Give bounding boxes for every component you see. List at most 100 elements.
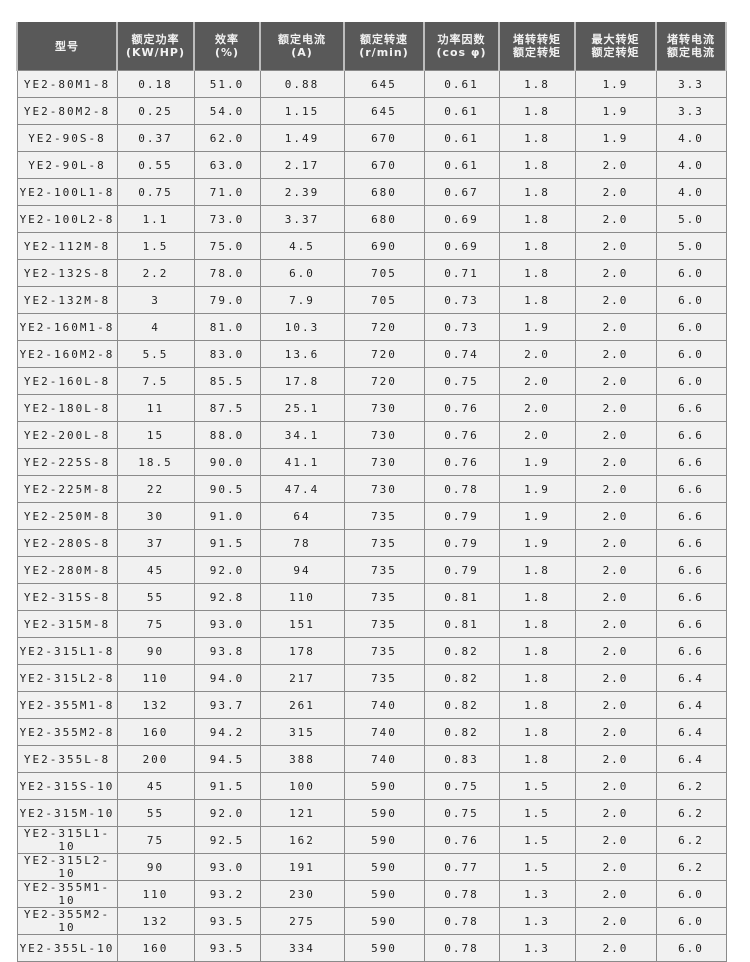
header-line: 额定电流 [278, 33, 326, 46]
table-cell: 735 [343, 637, 425, 665]
table-row: YE2-80M2-8 0.25 54.0 1.15 645 0.61 1.8 1.9 3.3 [16, 97, 727, 125]
table-cell: 0.75 [423, 799, 500, 827]
table-cell: 0.25 [116, 97, 195, 125]
table-cell: 37 [116, 529, 195, 557]
table-cell: 0.75 [423, 367, 500, 395]
table-row: YE2-80M1-8 0.18 51.0 0.88 645 0.61 1.8 1.9 3.3 [16, 70, 727, 98]
table-cell: 590 [343, 826, 425, 854]
table-cell: 6.6 [655, 502, 727, 530]
table-cell: 730 [343, 394, 425, 422]
table-cell: YE2-100L1-8 [16, 178, 118, 206]
table-cell: 2.0 [574, 367, 657, 395]
table-cell: 160 [116, 934, 195, 962]
table-cell: 735 [343, 583, 425, 611]
table-cell: 2.0 [574, 286, 657, 314]
table-cell: 0.88 [259, 70, 345, 98]
table-cell: 0.73 [423, 286, 500, 314]
table-cell: 6.6 [655, 421, 727, 449]
table-cell: 590 [343, 799, 425, 827]
table-cell: 6.6 [655, 475, 727, 503]
table-cell: 1.8 [498, 259, 576, 287]
table-cell: 0.78 [423, 880, 500, 908]
table-cell: 735 [343, 529, 425, 557]
table-cell: 34.1 [259, 421, 345, 449]
table-cell: 590 [343, 907, 425, 935]
table-row: YE2-355M2-8 160 94.2 315 740 0.82 1.8 2.0 6.4 [16, 718, 727, 746]
table-cell: 730 [343, 448, 425, 476]
table-cell: 0.83 [423, 745, 500, 773]
table-cell: YE2-112M-8 [16, 232, 118, 260]
table-cell: 0.81 [423, 610, 500, 638]
table-cell: 2.17 [259, 151, 345, 179]
table-cell: 1.8 [498, 691, 576, 719]
table-cell: 2.0 [574, 637, 657, 665]
table-cell: 705 [343, 259, 425, 287]
table-cell: 680 [343, 178, 425, 206]
table-cell: 6.4 [655, 664, 727, 692]
table-cell: 2.0 [574, 394, 657, 422]
table-cell: YE2-315L1-8 [16, 637, 118, 665]
table-cell: 334 [259, 934, 345, 962]
header-line: 功率因数 [437, 33, 486, 46]
table-cell: 0.76 [423, 394, 500, 422]
table-cell: 740 [343, 691, 425, 719]
table-cell: 2.0 [574, 475, 657, 503]
table-cell: 2.39 [259, 178, 345, 206]
header-line: 最大转矩 [591, 33, 640, 46]
table-cell: 2.0 [574, 664, 657, 692]
table-cell: YE2-250M-8 [16, 502, 118, 530]
header-line: 型号 [55, 39, 79, 53]
table-cell: 75 [116, 610, 195, 638]
header-row: 型号 额定功率 (KW/HP) 效率 (%) 额定电流 (A) 额定转速 (r/min) 功率因数… [16, 22, 727, 71]
table-cell: 0.82 [423, 718, 500, 746]
table-cell: 2.0 [574, 556, 657, 584]
table-cell: 1.8 [498, 556, 576, 584]
table-cell: 1.15 [259, 97, 345, 125]
table-cell: 6.4 [655, 718, 727, 746]
table-cell: 90.0 [193, 448, 261, 476]
table-cell: 1.3 [498, 934, 576, 962]
table-cell: 92.5 [193, 826, 261, 854]
table-cell: YE2-225S-8 [16, 448, 118, 476]
table-cell: 93.8 [193, 637, 261, 665]
table-cell: 91.0 [193, 502, 261, 530]
table-cell: 6.6 [655, 583, 727, 611]
table-row: YE2-160M2-8 5.5 83.0 13.6 720 0.74 2.0 2.0 6.0 [16, 340, 727, 368]
table-cell: 3.37 [259, 205, 345, 233]
table-cell: 4.0 [655, 178, 727, 206]
table-cell: 315 [259, 718, 345, 746]
table-cell: 6.0 [655, 934, 727, 962]
table-row: YE2-315M-10 55 92.0 121 590 0.75 1.5 2.0 6.2 [16, 799, 727, 827]
table-cell: 0.78 [423, 934, 500, 962]
table-cell: 6.2 [655, 799, 727, 827]
table-cell: 93.0 [193, 853, 261, 881]
table-cell: 735 [343, 610, 425, 638]
table-cell: 2.0 [574, 772, 657, 800]
table-cell: 3.3 [655, 97, 727, 125]
table-cell: 0.61 [423, 124, 500, 152]
table-cell: 1.9 [498, 502, 576, 530]
table-row: YE2-355M1-10 110 93.2 230 590 0.78 1.3 2.0 6.0 [16, 880, 727, 908]
table-row: YE2-315L1-10 75 92.5 162 590 0.76 1.5 2.0 6.2 [16, 826, 727, 854]
table-cell: 0.82 [423, 664, 500, 692]
table-cell: 2.0 [574, 745, 657, 773]
table-cell: 4 [116, 313, 195, 341]
table-cell: 2.0 [574, 907, 657, 935]
table-cell: 7.5 [116, 367, 195, 395]
table-cell: 162 [259, 826, 345, 854]
table-cell: 160 [116, 718, 195, 746]
table-row: YE2-355L-10 160 93.5 334 590 0.78 1.3 2.0 6.0 [16, 934, 727, 962]
header-line: (A) [291, 46, 313, 59]
table-cell: 2.0 [498, 340, 576, 368]
column-header: 效率 (%) [193, 22, 261, 71]
table-cell: YE2-315S-8 [16, 583, 118, 611]
table-cell: YE2-355L-8 [16, 745, 118, 773]
table-cell: 740 [343, 718, 425, 746]
table-row: YE2-355M2-10 132 93.5 275 590 0.78 1.3 2.0 6.0 [16, 907, 727, 935]
table-cell: 0.78 [423, 907, 500, 935]
header-line: 额定转矩 [591, 46, 640, 59]
table-cell: 1.1 [116, 205, 195, 233]
table-cell: 55 [116, 799, 195, 827]
table-cell: 17.8 [259, 367, 345, 395]
table-cell: 1.8 [498, 97, 576, 125]
